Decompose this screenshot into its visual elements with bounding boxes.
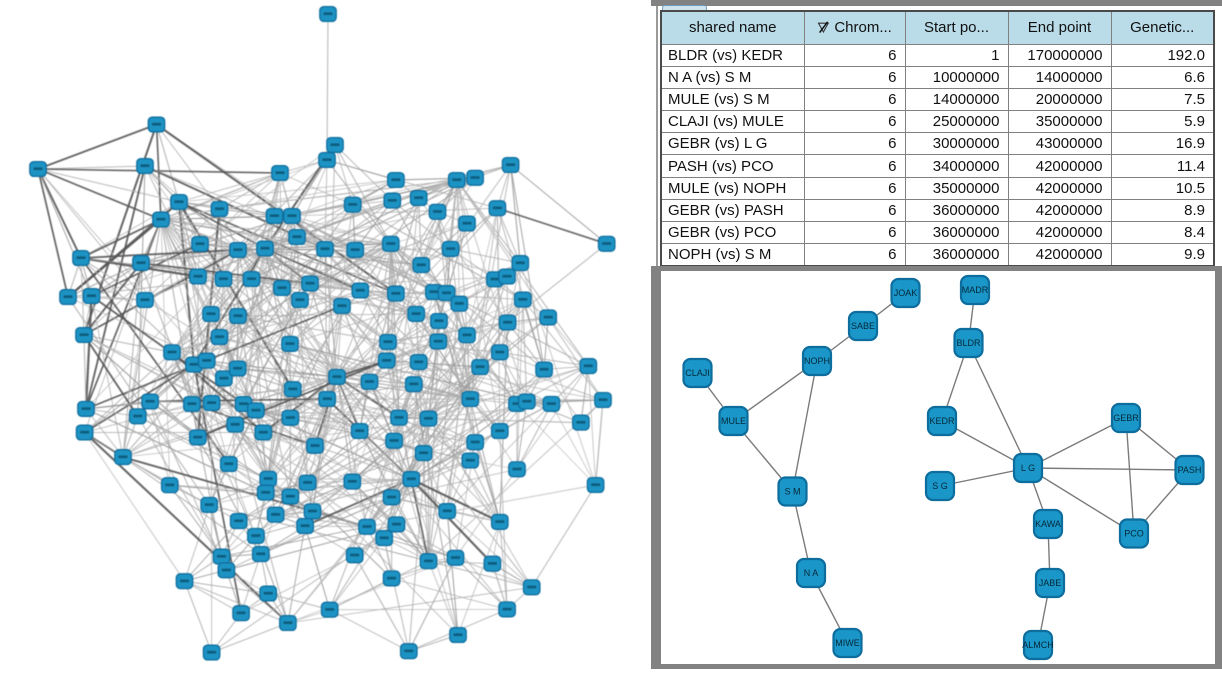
svg-text:PASH: PASH	[1178, 465, 1202, 475]
svg-text:S G: S G	[932, 481, 948, 491]
svg-text:KAWA: KAWA	[1035, 519, 1061, 529]
svg-text:PCO: PCO	[1124, 529, 1144, 539]
svg-text:NOPH: NOPH	[804, 356, 830, 366]
svg-text:JOAK: JOAK	[894, 288, 918, 298]
svg-text:L G: L G	[1021, 463, 1035, 473]
svg-text:ALMCH: ALMCH	[1022, 640, 1054, 650]
svg-text:MIWE: MIWE	[835, 638, 860, 648]
svg-text:SABE: SABE	[851, 321, 875, 331]
svg-text:MADR: MADR	[962, 285, 989, 295]
svg-text:GEBR: GEBR	[1113, 413, 1139, 423]
svg-text:S M: S M	[784, 487, 800, 497]
svg-text:JABE: JABE	[1039, 578, 1062, 588]
svg-text:KEDR: KEDR	[929, 416, 955, 426]
svg-text:N A: N A	[804, 568, 819, 578]
svg-text:BLDR: BLDR	[956, 338, 981, 348]
svg-text:MULE: MULE	[721, 416, 746, 426]
svg-text:CLAJI: CLAJI	[685, 368, 710, 378]
